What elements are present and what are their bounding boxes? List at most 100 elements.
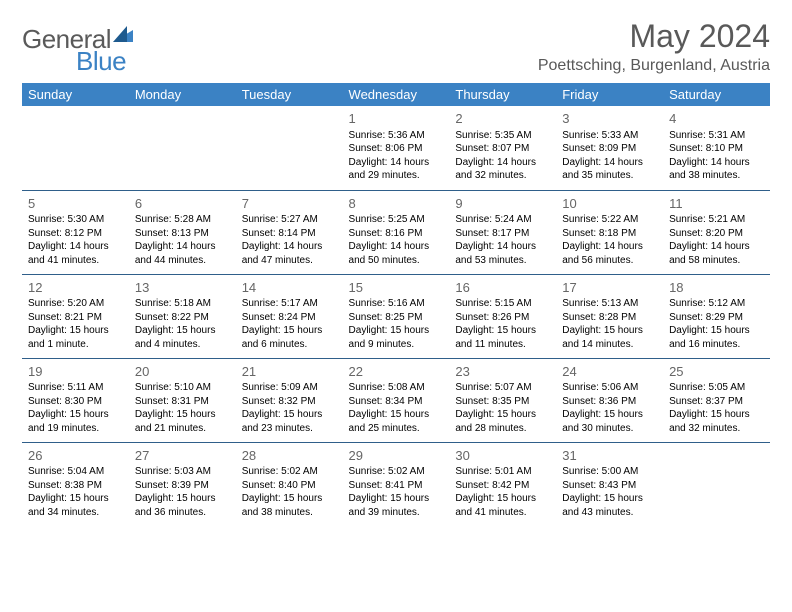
sunset-text: Sunset: 8:16 PM: [349, 227, 444, 241]
daylight-text: Daylight: 15 hours: [242, 408, 337, 422]
sunset-text: Sunset: 8:21 PM: [28, 311, 123, 325]
sunrise-text: Sunrise: 5:18 AM: [135, 297, 230, 311]
daylight-text: and 6 minutes.: [242, 338, 337, 352]
sunrise-text: Sunrise: 5:07 AM: [455, 381, 550, 395]
header: General Blue May 2024 Poettsching, Burge…: [22, 18, 770, 75]
calendar-body: 1Sunrise: 5:36 AMSunset: 8:06 PMDaylight…: [22, 106, 770, 526]
day-number: 13: [135, 279, 230, 297]
day-number: 16: [455, 279, 550, 297]
daylight-text: Daylight: 15 hours: [455, 492, 550, 506]
sunset-text: Sunset: 8:43 PM: [562, 479, 657, 493]
sunrise-text: Sunrise: 5:20 AM: [28, 297, 123, 311]
sunrise-text: Sunrise: 5:02 AM: [242, 465, 337, 479]
month-title: May 2024: [538, 18, 770, 55]
daylight-text: and 29 minutes.: [349, 169, 444, 183]
calendar-day-cell: 22Sunrise: 5:08 AMSunset: 8:34 PMDayligh…: [343, 358, 450, 442]
sunrise-text: Sunrise: 5:17 AM: [242, 297, 337, 311]
day-number: 22: [349, 363, 444, 381]
calendar-day-cell: 14Sunrise: 5:17 AMSunset: 8:24 PMDayligh…: [236, 274, 343, 358]
daylight-text: Daylight: 15 hours: [455, 324, 550, 338]
logo: General Blue: [22, 18, 182, 55]
sunset-text: Sunset: 8:35 PM: [455, 395, 550, 409]
day-number: 31: [562, 447, 657, 465]
daylight-text: Daylight: 14 hours: [349, 156, 444, 170]
calendar-day-cell: 12Sunrise: 5:20 AMSunset: 8:21 PMDayligh…: [22, 274, 129, 358]
sunset-text: Sunset: 8:37 PM: [669, 395, 764, 409]
calendar-day-cell: 3Sunrise: 5:33 AMSunset: 8:09 PMDaylight…: [556, 106, 663, 190]
day-number: 20: [135, 363, 230, 381]
daylight-text: and 34 minutes.: [28, 506, 123, 520]
daylight-text: Daylight: 15 hours: [669, 408, 764, 422]
sunrise-text: Sunrise: 5:33 AM: [562, 129, 657, 143]
daylight-text: and 28 minutes.: [455, 422, 550, 436]
sunset-text: Sunset: 8:29 PM: [669, 311, 764, 325]
daylight-text: Daylight: 15 hours: [242, 492, 337, 506]
day-number: 15: [349, 279, 444, 297]
sunset-text: Sunset: 8:40 PM: [242, 479, 337, 493]
weekday-header: Sunday: [22, 83, 129, 106]
calendar-day-cell: 26Sunrise: 5:04 AMSunset: 8:38 PMDayligh…: [22, 442, 129, 526]
calendar-day-cell: 13Sunrise: 5:18 AMSunset: 8:22 PMDayligh…: [129, 274, 236, 358]
day-number: 25: [669, 363, 764, 381]
calendar-day-cell: 15Sunrise: 5:16 AMSunset: 8:25 PMDayligh…: [343, 274, 450, 358]
daylight-text: Daylight: 15 hours: [562, 492, 657, 506]
sunset-text: Sunset: 8:31 PM: [135, 395, 230, 409]
daylight-text: and 58 minutes.: [669, 254, 764, 268]
sunset-text: Sunset: 8:34 PM: [349, 395, 444, 409]
day-number: 21: [242, 363, 337, 381]
daylight-text: and 44 minutes.: [135, 254, 230, 268]
sunrise-text: Sunrise: 5:10 AM: [135, 381, 230, 395]
sunset-text: Sunset: 8:22 PM: [135, 311, 230, 325]
sunrise-text: Sunrise: 5:16 AM: [349, 297, 444, 311]
daylight-text: and 38 minutes.: [242, 506, 337, 520]
day-number: 5: [28, 195, 123, 213]
calendar-day-cell: 29Sunrise: 5:02 AMSunset: 8:41 PMDayligh…: [343, 442, 450, 526]
calendar-week-row: 26Sunrise: 5:04 AMSunset: 8:38 PMDayligh…: [22, 442, 770, 526]
day-number: 4: [669, 110, 764, 128]
daylight-text: and 35 minutes.: [562, 169, 657, 183]
calendar-day-cell: 9Sunrise: 5:24 AMSunset: 8:17 PMDaylight…: [449, 190, 556, 274]
daylight-text: and 36 minutes.: [135, 506, 230, 520]
weekday-header: Saturday: [663, 83, 770, 106]
sunset-text: Sunset: 8:41 PM: [349, 479, 444, 493]
sunset-text: Sunset: 8:14 PM: [242, 227, 337, 241]
calendar-day-cell: 11Sunrise: 5:21 AMSunset: 8:20 PMDayligh…: [663, 190, 770, 274]
sunset-text: Sunset: 8:10 PM: [669, 142, 764, 156]
calendar-day-cell: 19Sunrise: 5:11 AMSunset: 8:30 PMDayligh…: [22, 358, 129, 442]
daylight-text: and 32 minutes.: [669, 422, 764, 436]
daylight-text: Daylight: 15 hours: [562, 408, 657, 422]
sunset-text: Sunset: 8:17 PM: [455, 227, 550, 241]
calendar-day-cell: 27Sunrise: 5:03 AMSunset: 8:39 PMDayligh…: [129, 442, 236, 526]
calendar-day-cell: 17Sunrise: 5:13 AMSunset: 8:28 PMDayligh…: [556, 274, 663, 358]
sunset-text: Sunset: 8:09 PM: [562, 142, 657, 156]
daylight-text: and 32 minutes.: [455, 169, 550, 183]
calendar-day-cell: [22, 106, 129, 190]
daylight-text: and 23 minutes.: [242, 422, 337, 436]
calendar-day-cell: 18Sunrise: 5:12 AMSunset: 8:29 PMDayligh…: [663, 274, 770, 358]
daylight-text: Daylight: 14 hours: [455, 240, 550, 254]
calendar-week-row: 12Sunrise: 5:20 AMSunset: 8:21 PMDayligh…: [22, 274, 770, 358]
daylight-text: Daylight: 14 hours: [669, 240, 764, 254]
sunset-text: Sunset: 8:36 PM: [562, 395, 657, 409]
daylight-text: and 21 minutes.: [135, 422, 230, 436]
sunset-text: Sunset: 8:28 PM: [562, 311, 657, 325]
logo-text-blue: Blue: [76, 46, 126, 77]
calendar-day-cell: 25Sunrise: 5:05 AMSunset: 8:37 PMDayligh…: [663, 358, 770, 442]
sunrise-text: Sunrise: 5:24 AM: [455, 213, 550, 227]
daylight-text: and 41 minutes.: [455, 506, 550, 520]
daylight-text: Daylight: 15 hours: [135, 324, 230, 338]
sunset-text: Sunset: 8:18 PM: [562, 227, 657, 241]
daylight-text: and 38 minutes.: [669, 169, 764, 183]
daylight-text: and 56 minutes.: [562, 254, 657, 268]
day-number: 14: [242, 279, 337, 297]
sunset-text: Sunset: 8:30 PM: [28, 395, 123, 409]
sunset-text: Sunset: 8:12 PM: [28, 227, 123, 241]
daylight-text: Daylight: 15 hours: [349, 408, 444, 422]
weekday-header: Thursday: [449, 83, 556, 106]
sunset-text: Sunset: 8:39 PM: [135, 479, 230, 493]
sunrise-text: Sunrise: 5:03 AM: [135, 465, 230, 479]
daylight-text: Daylight: 15 hours: [455, 408, 550, 422]
calendar-week-row: 1Sunrise: 5:36 AMSunset: 8:06 PMDaylight…: [22, 106, 770, 190]
sunrise-text: Sunrise: 5:27 AM: [242, 213, 337, 227]
sunrise-text: Sunrise: 5:02 AM: [349, 465, 444, 479]
